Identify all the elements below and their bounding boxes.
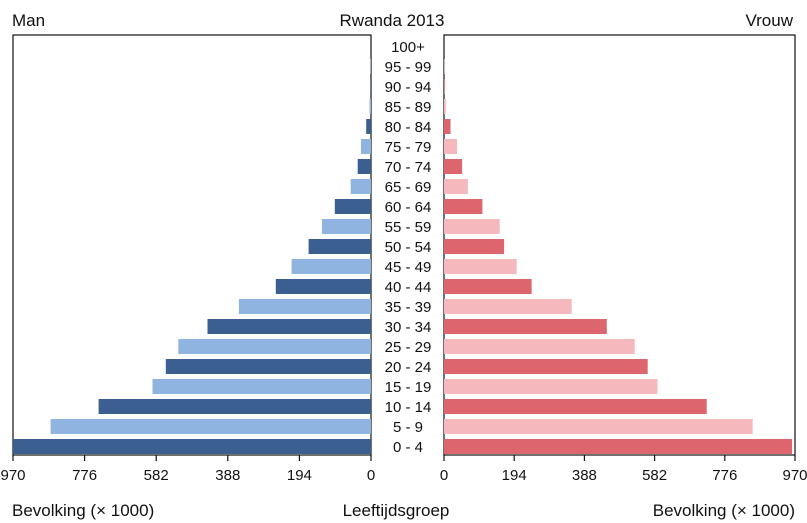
age-group-label: 0 - 4 <box>393 439 423 456</box>
right-axis-tick-label: 582 <box>642 467 667 484</box>
vrouw-bar <box>444 199 483 214</box>
vrouw-bar <box>444 179 468 194</box>
right-axis-tick-label: 194 <box>502 467 527 484</box>
vrouw-bar <box>444 319 607 334</box>
left-axis-tick-label: 582 <box>144 467 169 484</box>
age-group-labels: 0 - 4 5 - 9 10 - 14 15 - 19 20 - 24 25 - 29 30… <box>385 39 432 456</box>
age-group-label: 50 - 54 <box>385 239 432 256</box>
left-axis-tick-label: 388 <box>215 467 240 484</box>
vrouw-bars <box>444 59 793 454</box>
right-axis-tick-label: 0 <box>440 467 448 484</box>
age-group-label: 90 - 94 <box>385 79 432 96</box>
man-bar <box>366 119 371 134</box>
right-axis-tick-label: 970 <box>782 467 807 484</box>
man-bar <box>350 179 371 194</box>
vrouw-bar <box>444 299 572 314</box>
age-group-label: 10 - 14 <box>385 399 432 416</box>
chart-title: Rwanda 2013 <box>340 11 445 30</box>
age-group-label: 95 - 99 <box>385 59 432 76</box>
man-bar <box>321 219 371 234</box>
man-bar <box>98 399 371 414</box>
man-bar <box>13 439 371 454</box>
left-axis-tick-label: 0 <box>367 467 375 484</box>
vrouw-bar <box>444 219 500 234</box>
man-bars <box>13 59 371 454</box>
right-axis-title: Bevolking (× 1000) <box>653 501 795 520</box>
age-group-label: 35 - 39 <box>385 299 432 316</box>
vrouw-bar <box>444 439 793 454</box>
age-group-label: 40 - 44 <box>385 279 432 296</box>
man-bar <box>361 139 371 154</box>
vrouw-bar <box>444 239 505 254</box>
age-group-label: 25 - 29 <box>385 339 432 356</box>
man-bar <box>308 239 371 254</box>
vrouw-bar <box>444 119 451 134</box>
right-axis-tick-label: 388 <box>572 467 597 484</box>
age-group-label: 80 - 84 <box>385 119 432 136</box>
vrouw-bar <box>444 339 635 354</box>
age-group-label: 55 - 59 <box>385 219 432 236</box>
right-axis-ticks: 0 194 388 582 776 970 <box>440 455 807 484</box>
left-axis-title: Bevolking (× 1000) <box>12 501 154 520</box>
vrouw-bar <box>444 259 517 274</box>
man-bar <box>207 319 371 334</box>
age-group-label: 45 - 49 <box>385 259 432 276</box>
left-panel-label: Man <box>12 11 45 30</box>
man-bar <box>291 259 371 274</box>
age-group-label: 70 - 74 <box>385 159 432 176</box>
left-axis-ticks: 970 776 582 388 194 0 <box>0 455 375 484</box>
man-bar <box>165 359 371 374</box>
age-group-label: 20 - 24 <box>385 359 432 376</box>
right-axis-tick-label: 776 <box>712 467 737 484</box>
vrouw-bar <box>444 359 648 374</box>
man-bar <box>370 79 371 94</box>
age-group-label: 100+ <box>391 39 425 56</box>
man-bar <box>357 159 371 174</box>
center-axis-title: Leeftijdsgroep <box>343 501 450 520</box>
man-bar <box>369 99 371 114</box>
age-group-label: 60 - 64 <box>385 199 432 216</box>
left-axis-tick-label: 970 <box>0 467 25 484</box>
man-bar <box>334 199 371 214</box>
vrouw-bar <box>444 399 707 414</box>
vrouw-bar <box>444 139 457 154</box>
vrouw-bar <box>444 79 445 94</box>
man-bar <box>238 299 371 314</box>
man-bar <box>152 379 371 394</box>
vrouw-bar <box>444 99 446 114</box>
age-group-label: 30 - 34 <box>385 319 432 336</box>
right-panel-label: Vrouw <box>745 11 793 30</box>
vrouw-bar <box>444 279 532 294</box>
age-group-label: 75 - 79 <box>385 139 432 156</box>
man-bar <box>275 279 371 294</box>
age-group-label: 5 - 9 <box>393 419 423 436</box>
age-group-label: 15 - 19 <box>385 379 432 396</box>
left-axis-tick-label: 776 <box>72 467 97 484</box>
left-axis-tick-label: 194 <box>287 467 312 484</box>
age-group-label: 65 - 69 <box>385 179 432 196</box>
vrouw-bar <box>444 379 658 394</box>
vrouw-bar <box>444 419 753 434</box>
man-bar <box>50 419 371 434</box>
man-bar <box>178 339 371 354</box>
vrouw-bar <box>444 159 463 174</box>
age-group-label: 85 - 89 <box>385 99 432 116</box>
